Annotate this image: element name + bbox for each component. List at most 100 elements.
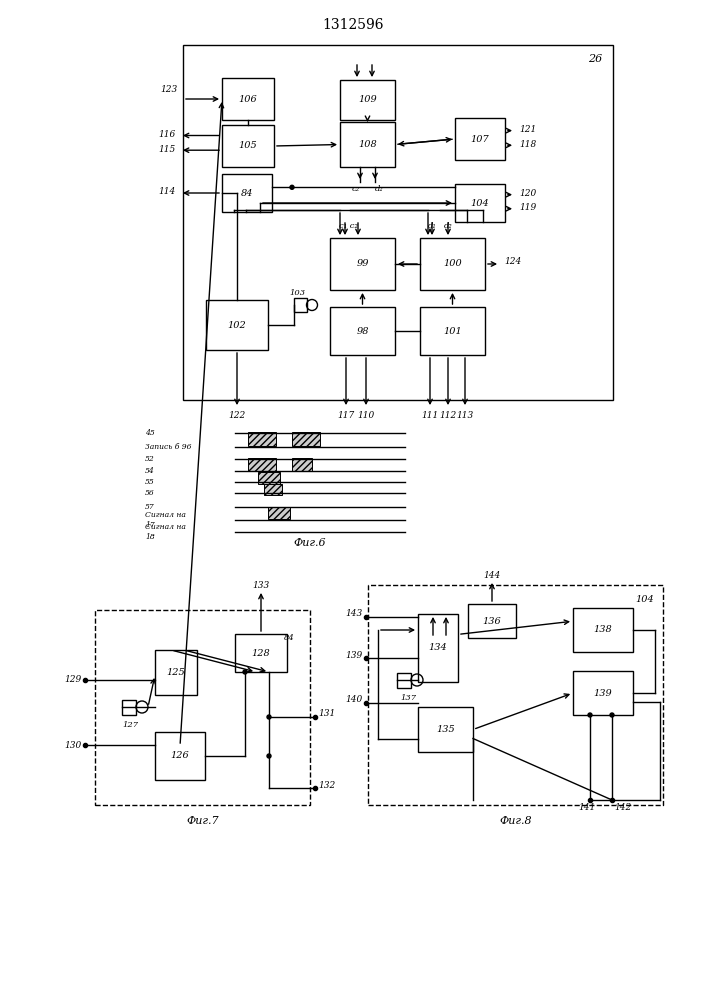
Bar	[248, 432, 276, 446]
Text: 99: 99	[356, 259, 369, 268]
Text: 133: 133	[252, 580, 269, 589]
Text: 118: 118	[519, 140, 536, 149]
Text: Фиг.7: Фиг.7	[186, 816, 218, 826]
Text: 101: 101	[443, 326, 462, 336]
Bar	[340, 80, 395, 120]
Text: 84: 84	[241, 188, 253, 198]
Bar	[122, 700, 136, 715]
Text: 112: 112	[439, 410, 457, 420]
Text: 110: 110	[357, 410, 375, 420]
Bar	[222, 78, 274, 120]
Text: 114: 114	[159, 188, 176, 196]
Text: 115: 115	[159, 145, 176, 154]
Text: 98: 98	[356, 326, 369, 336]
Text: 140: 140	[346, 696, 363, 704]
Bar	[155, 650, 197, 695]
Text: 108: 108	[358, 140, 377, 149]
Text: Фиг.6: Фиг.6	[293, 538, 327, 548]
Text: 127: 127	[122, 721, 138, 729]
Bar	[248, 458, 276, 471]
Text: d₂: d₂	[443, 222, 452, 230]
Bar	[235, 634, 287, 672]
Text: 117: 117	[337, 410, 355, 420]
Text: c₂: c₂	[352, 185, 360, 193]
Text: 136: 136	[483, 616, 501, 626]
Text: 100: 100	[443, 259, 462, 268]
Circle shape	[610, 713, 614, 717]
Circle shape	[290, 185, 294, 189]
Text: Сигнал на
18: Сигнал на 18	[145, 523, 186, 541]
Bar	[330, 307, 395, 355]
Bar	[420, 307, 485, 355]
Text: d₂: d₂	[375, 185, 383, 193]
Circle shape	[267, 715, 271, 719]
Text: 104: 104	[636, 594, 655, 603]
Text: c₁ c₂: c₁ c₂	[339, 222, 358, 230]
Text: 104: 104	[471, 198, 489, 208]
Bar	[294, 298, 307, 312]
Text: 105: 105	[239, 141, 257, 150]
Text: 121: 121	[519, 125, 536, 134]
Text: 139: 139	[594, 688, 612, 698]
Bar	[455, 118, 505, 160]
Bar	[573, 608, 633, 652]
Bar	[222, 125, 274, 167]
Text: 84: 84	[284, 634, 294, 642]
Text: Фиг.8: Фиг.8	[499, 816, 532, 826]
Text: 128: 128	[252, 648, 270, 658]
Text: 26: 26	[588, 54, 602, 64]
Bar	[418, 614, 458, 682]
Text: 139: 139	[346, 650, 363, 660]
Text: 135: 135	[436, 725, 455, 734]
Text: 109: 109	[358, 96, 377, 104]
Text: 131: 131	[318, 708, 335, 718]
Bar	[95, 610, 310, 805]
Bar	[368, 585, 663, 805]
Bar	[258, 472, 280, 484]
Bar	[573, 671, 633, 715]
Bar	[420, 238, 485, 290]
Circle shape	[267, 754, 271, 758]
Text: 57: 57	[145, 503, 155, 511]
Bar	[468, 604, 516, 638]
Bar	[206, 300, 268, 350]
Text: 141: 141	[578, 804, 595, 812]
Bar	[292, 458, 312, 471]
Text: d₁: d₁	[428, 222, 436, 230]
Circle shape	[243, 670, 247, 674]
Text: 137: 137	[400, 694, 416, 702]
Bar	[330, 238, 395, 290]
Text: 1312596: 1312596	[322, 18, 384, 32]
Bar	[455, 184, 505, 222]
Text: 130: 130	[65, 740, 82, 750]
Text: 52: 52	[145, 455, 155, 463]
Bar	[222, 174, 272, 212]
Bar	[268, 507, 290, 519]
Circle shape	[588, 713, 592, 717]
Text: 120: 120	[519, 189, 536, 198]
Text: 142: 142	[614, 804, 631, 812]
Text: 143: 143	[346, 608, 363, 617]
Text: 132: 132	[318, 780, 335, 790]
Bar	[264, 484, 282, 495]
Text: 119: 119	[519, 203, 536, 212]
Text: 125: 125	[167, 668, 185, 677]
Bar	[155, 732, 205, 780]
Text: 54: 54	[145, 467, 155, 475]
Text: Запись б 96: Запись б 96	[145, 443, 192, 451]
Text: 123: 123	[160, 86, 178, 95]
Bar	[397, 673, 411, 688]
Bar	[418, 707, 473, 752]
Bar	[292, 432, 320, 446]
Text: 107: 107	[471, 134, 489, 143]
Text: 144: 144	[484, 572, 501, 580]
Text: 126: 126	[170, 752, 189, 760]
Text: Сигнал на
17: Сигнал на 17	[145, 511, 186, 529]
Bar	[340, 122, 395, 167]
Text: 102: 102	[228, 320, 246, 330]
Text: 111: 111	[421, 410, 438, 420]
Text: 124: 124	[504, 256, 521, 265]
Text: 129: 129	[65, 676, 82, 684]
Text: 134: 134	[428, 644, 448, 652]
Text: 103: 103	[289, 289, 305, 297]
